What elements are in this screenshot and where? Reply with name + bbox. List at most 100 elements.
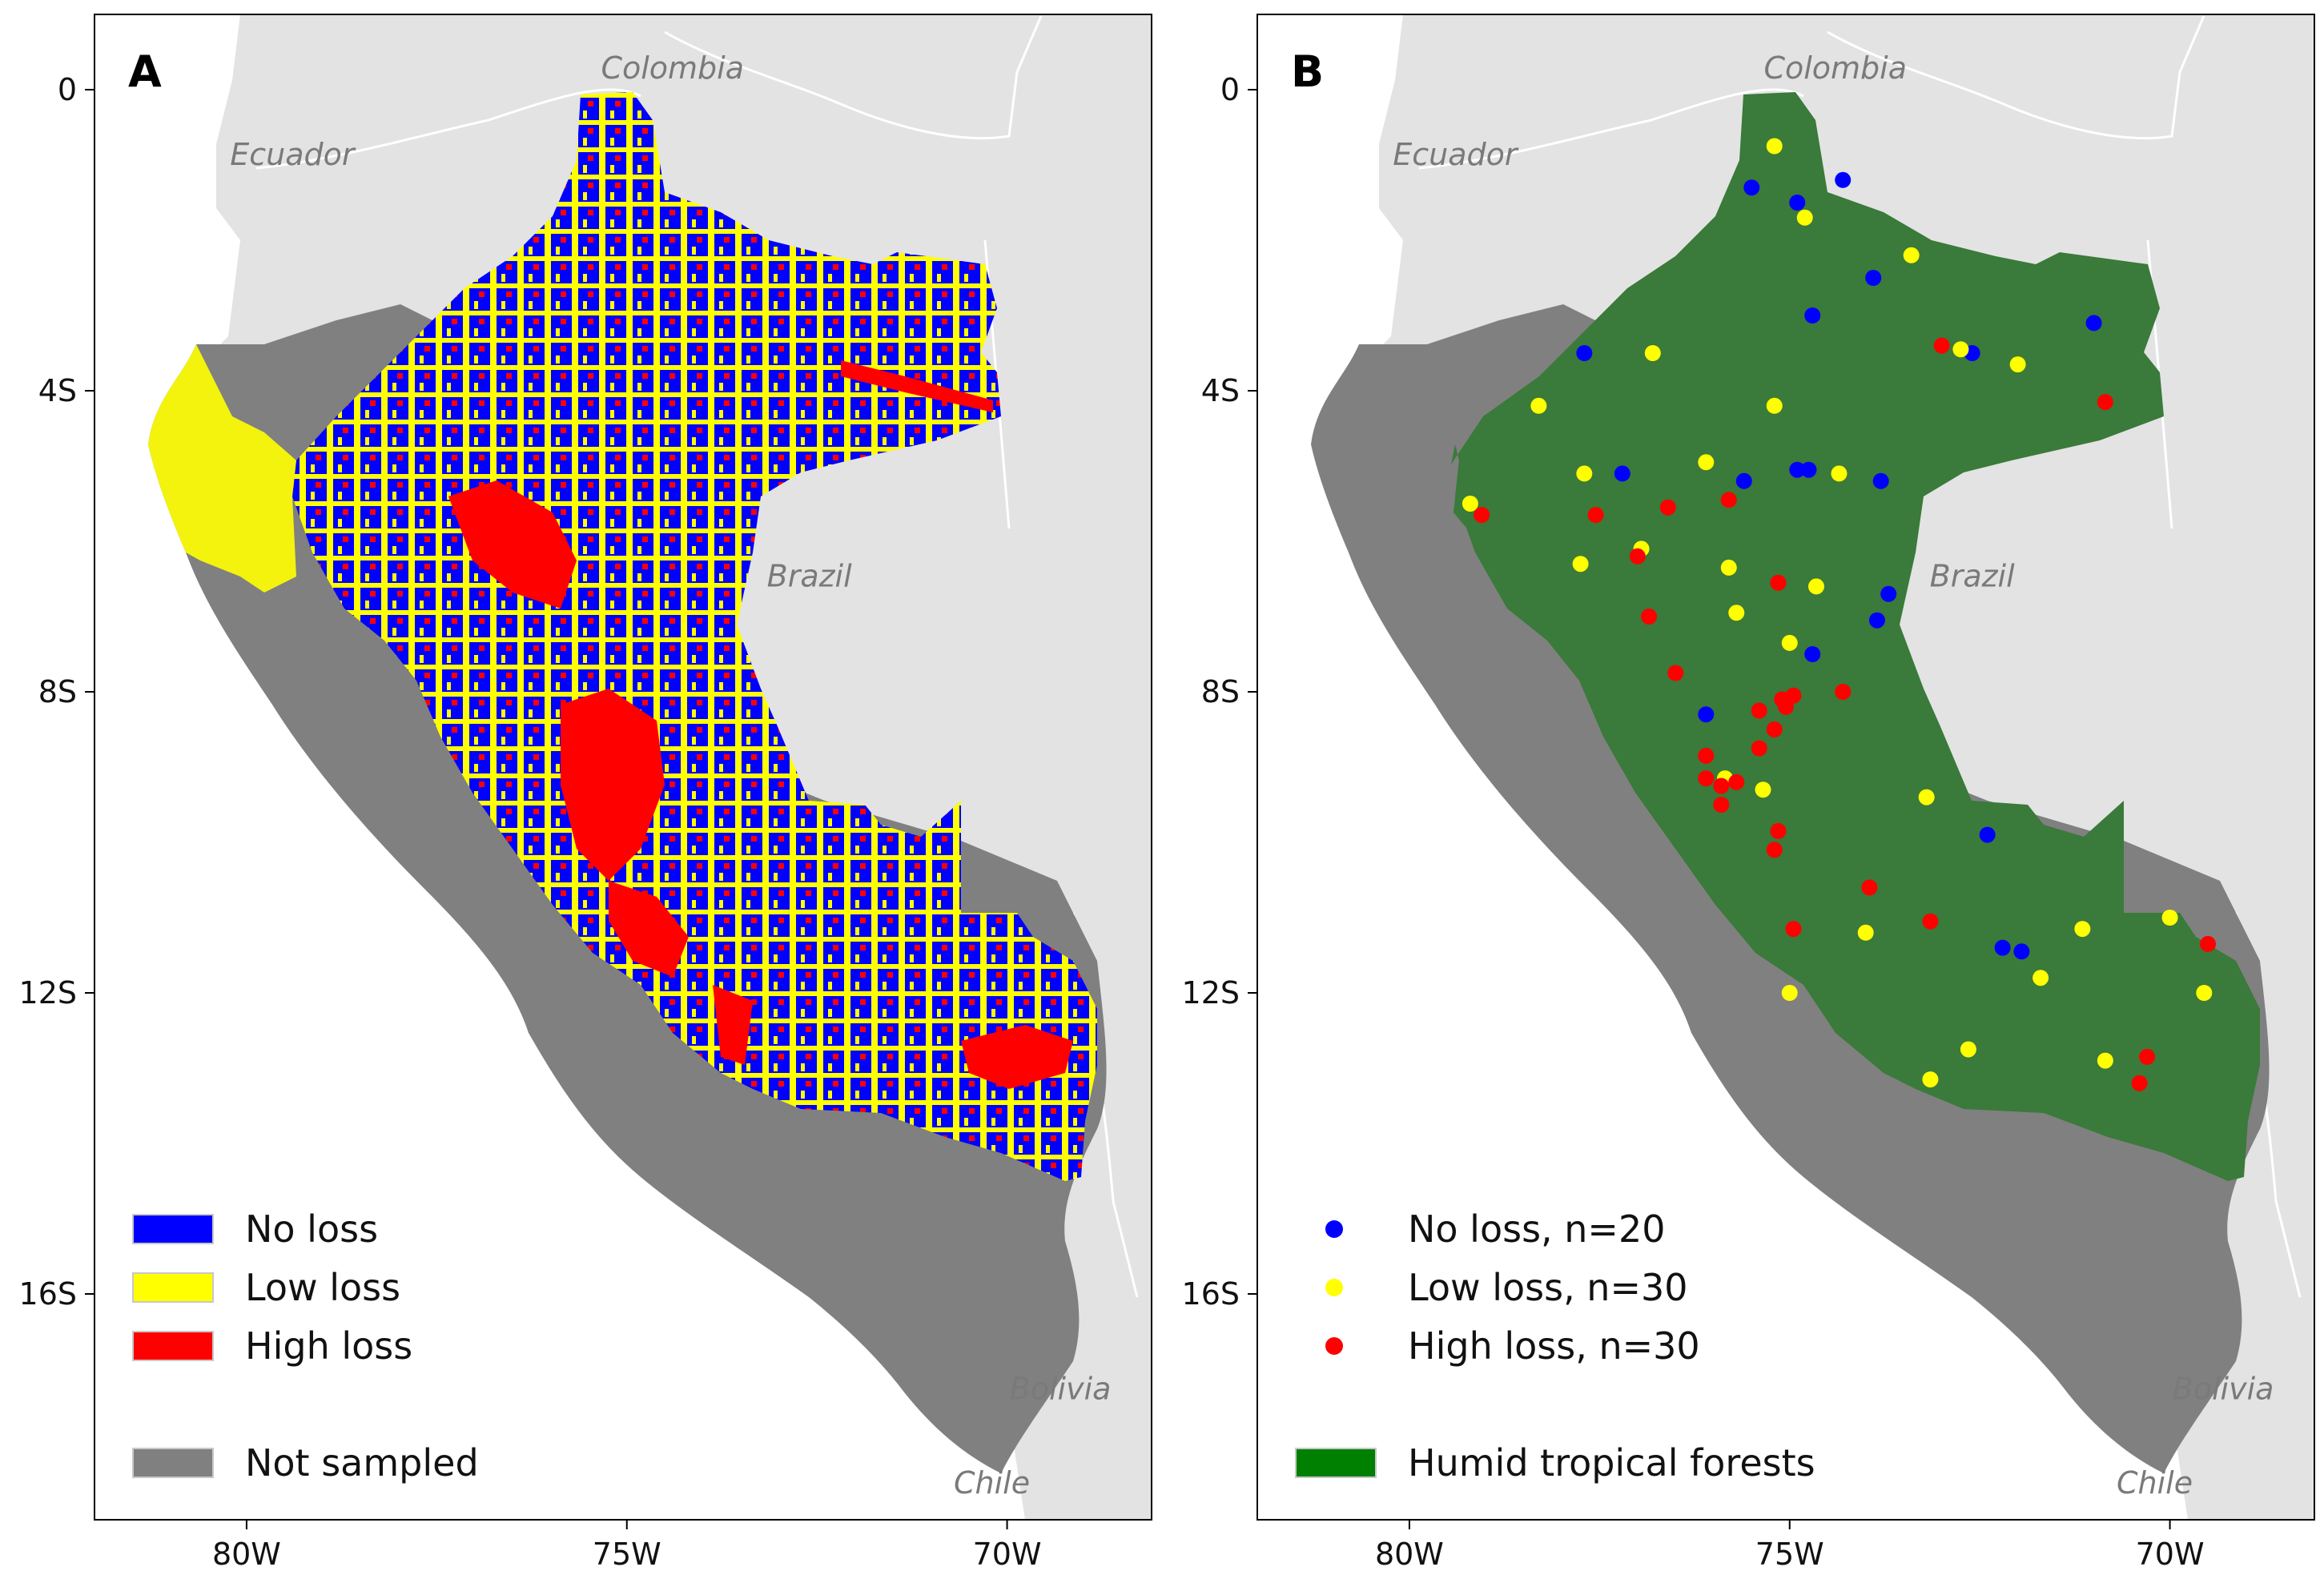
country-label-ecuador: Ecuador (1393, 137, 1519, 172)
sample-point-low-loss (1781, 634, 1798, 651)
sample-point-low-loss (1922, 1071, 1939, 1088)
legend-swatch-high_loss (132, 1331, 214, 1361)
x-tick-label: 70W (973, 1537, 1042, 1572)
legend-marker-high_loss (1325, 1337, 1343, 1355)
sample-point-high-loss (1770, 574, 1787, 591)
sample-point-low-loss (2097, 1052, 2113, 1069)
sample-point-high-loss (1587, 507, 1604, 524)
y-tick-label: 8S (38, 674, 77, 709)
sample-point-low-loss (1831, 465, 1848, 482)
sample-point-no-loss (1614, 465, 1630, 482)
y-tick-label: 12S (19, 975, 77, 1010)
sample-point-low-loss (2009, 356, 2026, 373)
legend-label-no_loss: No loss, n=20 (1408, 1207, 1666, 1251)
sample-point-high-loss (1766, 842, 1783, 858)
sample-point-high-loss (2139, 1048, 2156, 1065)
sample-point-high-loss (1922, 913, 1939, 930)
sample-point-low-loss (1728, 605, 1745, 621)
sample-point-low-loss (1576, 465, 1593, 482)
sample-point-low-loss (2196, 985, 2213, 1001)
sample-point-high-loss (1629, 548, 1646, 564)
sample-point-no-loss (1880, 585, 1897, 602)
legend-label-low_loss: Low loss, n=30 (1408, 1266, 1688, 1309)
sample-point-low-loss (1572, 556, 1589, 573)
sample-point-no-loss (2085, 315, 2102, 331)
sample-point-high-loss (1659, 499, 1676, 516)
sample-point-low-loss (2032, 970, 2049, 986)
panel-letter-a: A (128, 46, 162, 97)
axis-ticks-a: 80W 75W 70W 0 4S 8S 12S 16S (19, 72, 1042, 1572)
sample-point-high-loss (1720, 492, 1737, 508)
sample-point-high-loss (1667, 665, 1684, 681)
legend-label-high_loss: High loss (245, 1324, 412, 1368)
sample-point-high-loss (1751, 740, 1767, 757)
sample-point-low-loss (1698, 454, 1715, 471)
x-tick-label: 75W (1755, 1537, 1824, 1572)
axis-ticks-b: 80W 75W 70W 0 4S 8S 12S 16S (1182, 72, 2205, 1572)
loss-raster-region (292, 92, 1097, 1181)
sample-point-high-loss (1474, 507, 1490, 524)
legend-label-forest: Humid tropical forests (1408, 1441, 1815, 1485)
country-label-chile: Chile (954, 1465, 1030, 1501)
country-label-brazil: Brazil (767, 558, 852, 593)
panel-a: A 80W 75W 70W 0 4S 8S 12S 16S Colombia Ecuador Br… (19, 14, 1152, 1572)
sample-point-high-loss (1778, 698, 1794, 715)
legend-marker-no_loss (1325, 1220, 1343, 1238)
sample-point-high-loss (1933, 337, 1950, 354)
sample-point-high-loss (1713, 777, 1730, 794)
sample-point-low-loss (1781, 985, 1798, 1001)
country-label-brazil: Brazil (1930, 558, 2015, 593)
x-tick-label: 80W (212, 1537, 281, 1572)
panel-b: B 80W 75W 70W 0 4S 8S 12S 16S Colombia Ecuador Br… (1182, 14, 2315, 1572)
sample-point-low-loss (1796, 209, 1813, 226)
high-loss-areas (448, 360, 1073, 1089)
country-label-colombia: Colombia (1763, 50, 1907, 86)
sample-point-high-loss (1728, 773, 1745, 790)
y-tick-label: 0 (1220, 72, 1240, 107)
sample-point-no-loss (1835, 171, 1852, 188)
legend-a: No loss Low loss High loss Not sampled (132, 1207, 479, 1485)
sample-point-high-loss (1785, 921, 1802, 938)
legend-swatch-no_loss (132, 1214, 214, 1244)
sample-point-low-loss (1755, 781, 1771, 798)
sample-point-low-loss (1462, 496, 1478, 512)
sample-point-high-loss (1770, 822, 1787, 839)
sample-point-no-loss (1576, 345, 1593, 361)
legend-swatch-low_loss (132, 1272, 214, 1303)
country-labels-b: Colombia Ecuador Brazil Bolivia Chile (1393, 50, 2274, 1501)
sample-point-no-loss (1804, 646, 1821, 662)
sample-point-low-loss (1903, 247, 1920, 263)
sample-point-no-loss (1979, 826, 1996, 843)
sample-point-high-loss (1751, 702, 1767, 719)
country-label-chile: Chile (2117, 1465, 2193, 1501)
sample-point-no-loss (1804, 307, 1821, 323)
sample-point-low-loss (1720, 559, 1737, 576)
sample-point-no-loss (1735, 472, 1752, 489)
legend-b: No loss, n=20 Low loss, n=30 High loss, n=… (1295, 1207, 1815, 1485)
legend-swatch-forest (1295, 1448, 1377, 1478)
legend-label-no_loss: No loss (245, 1207, 378, 1251)
y-tick-label: 8S (1201, 674, 1240, 709)
sample-point-high-loss (2131, 1075, 2148, 1091)
sample-point-high-loss (1698, 770, 1715, 787)
x-tick-label: 70W (2136, 1537, 2205, 1572)
y-tick-label: 16S (1182, 1276, 1240, 1312)
sample-point-no-loss (1994, 939, 2011, 956)
sample-point-high-loss (1713, 797, 1730, 813)
sample-point-high-loss (2097, 394, 2113, 411)
axes-frame-a (94, 14, 1152, 1521)
x-tick-label: 80W (1375, 1537, 1444, 1572)
sample-point-no-loss (1698, 706, 1715, 723)
y-tick-label: 16S (19, 1276, 77, 1312)
legend-marker-low_loss (1325, 1279, 1343, 1296)
sample-point-low-loss (2161, 910, 2178, 926)
country-label-bolivia: Bolivia (2173, 1372, 2274, 1407)
country-labels-a: Colombia Ecuador Brazil Bolivia Chile (230, 50, 1111, 1501)
y-tick-label: 12S (1182, 975, 1240, 1010)
sample-point-low-loss (2074, 921, 2091, 938)
sample-point-low-loss (1766, 397, 1783, 414)
sample-point-high-loss (1766, 721, 1783, 737)
sample-point-high-loss (2200, 935, 2217, 952)
sample-point-no-loss (1800, 461, 1817, 478)
